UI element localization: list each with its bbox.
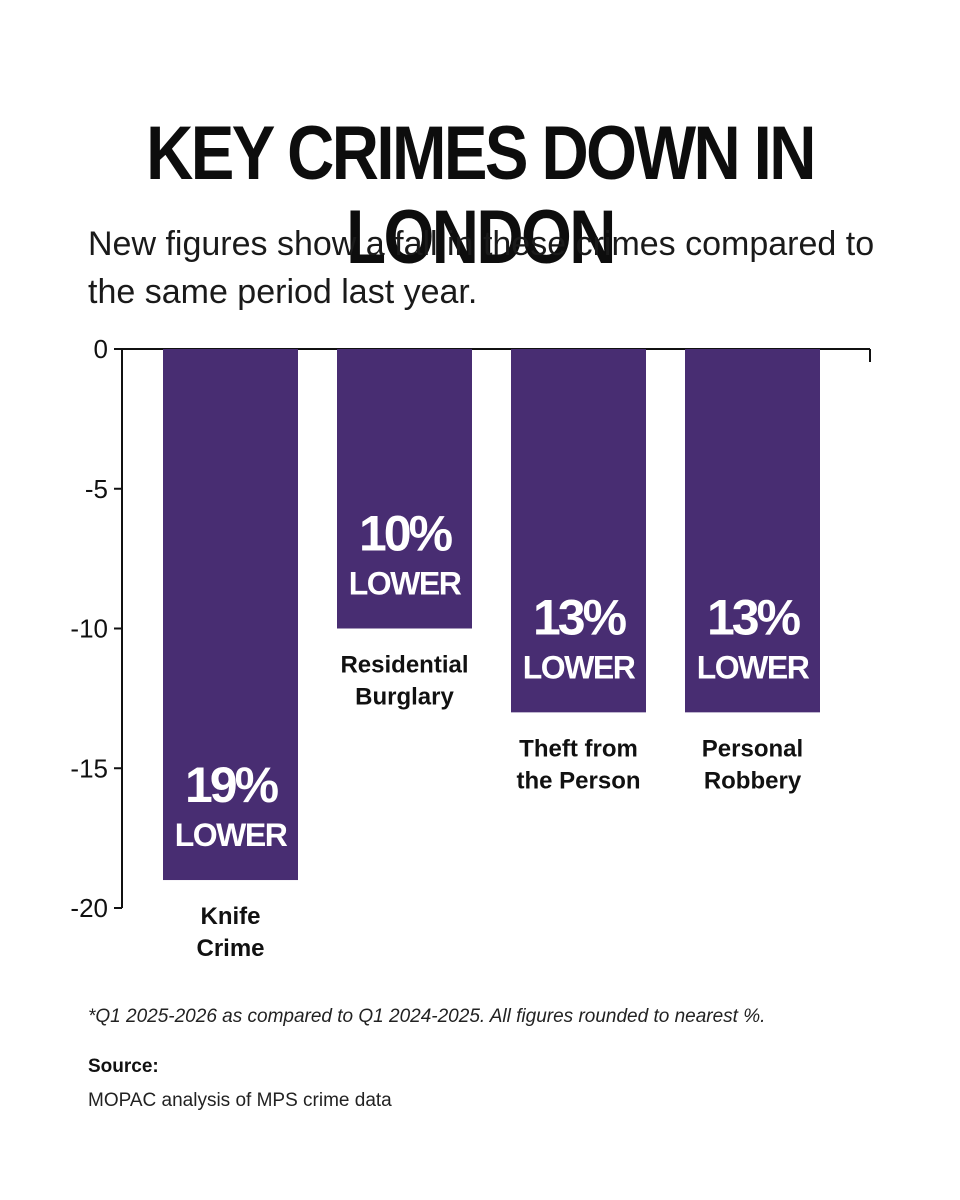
source-heading: Source: bbox=[88, 1056, 159, 1077]
bar bbox=[337, 349, 472, 629]
category-label: Residential bbox=[340, 652, 468, 679]
bar-value-label: 19% bbox=[185, 757, 279, 813]
bar bbox=[511, 349, 646, 713]
bar-chart: 0 -5 -10 -15 -20 19% LOWER Knife Crime 10% LOWER Re… bbox=[70, 334, 871, 962]
y-tick-label: 0 bbox=[94, 334, 108, 364]
bar-value-label: 13% bbox=[707, 589, 801, 645]
bar-value-sublabel: LOWER bbox=[175, 817, 288, 853]
category-label: Burglary bbox=[355, 684, 454, 711]
chart-title: KEY CRIMES DOWN IN LONDON bbox=[146, 111, 816, 280]
y-tick-label: -20 bbox=[70, 893, 108, 923]
y-tick-label: -15 bbox=[70, 753, 108, 783]
bar-value-label: 10% bbox=[359, 506, 453, 562]
y-tick-label: -10 bbox=[70, 614, 108, 644]
category-label: Knife bbox=[201, 903, 261, 930]
footnote: *Q1 2025-2026 as compared to Q1 2024-202… bbox=[88, 1006, 766, 1027]
category-label: Robbery bbox=[704, 767, 802, 794]
bar bbox=[685, 349, 820, 713]
category-label: Crime bbox=[196, 935, 264, 962]
category-label: Theft from bbox=[519, 735, 638, 762]
bar-value-sublabel: LOWER bbox=[697, 649, 810, 685]
bar-value-label: 13% bbox=[533, 589, 627, 645]
category-label: the Person bbox=[516, 767, 640, 794]
category-label: Personal bbox=[702, 735, 803, 762]
bar-value-sublabel: LOWER bbox=[349, 566, 462, 602]
source-text: MOPAC analysis of MPS crime data bbox=[88, 1090, 392, 1111]
y-tick-label: -5 bbox=[85, 474, 108, 504]
bar bbox=[163, 349, 298, 881]
chart-subtitle: New figures show a fall in these crimes … bbox=[88, 225, 875, 311]
bar-value-sublabel: LOWER bbox=[523, 649, 636, 685]
